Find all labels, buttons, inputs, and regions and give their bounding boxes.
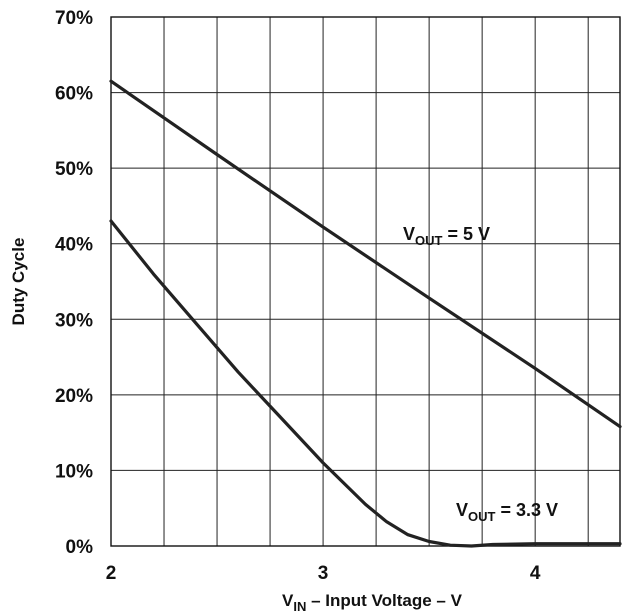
y-tick-label: 10% (55, 461, 93, 482)
series-line-0 (109, 79, 622, 429)
y-tick-label: 20% (55, 386, 93, 407)
series-label-vout-5v: VOUT = 5 V (403, 224, 490, 248)
series-label-sub: OUT (415, 233, 443, 248)
x-axis-label-main: V (282, 591, 294, 610)
x-tick-label: 4 (530, 563, 541, 584)
y-tick-label: 30% (55, 310, 93, 331)
series-label-rest: = 3.3 V (495, 500, 558, 520)
plot-frame (110, 16, 621, 547)
y-tick-label: 0% (66, 537, 94, 558)
y-axis-label: Duty Cycle (9, 238, 28, 326)
y-tick-label: 60% (55, 84, 93, 105)
series-label-rest: = 5 V (442, 224, 490, 244)
y-tick-label: 70% (55, 8, 93, 29)
x-tick-labels: 2 3 4 (106, 563, 541, 584)
grid (111, 17, 620, 546)
series-label-main: V (403, 224, 415, 244)
y-tick-labels: 0% 10% 20% 30% 40% 50% 60% 70% (55, 8, 93, 558)
x-tick-label: 3 (318, 563, 329, 584)
x-axis-label-sub: IN (293, 599, 306, 613)
series-label-main: V (456, 500, 468, 520)
x-axis-label-rest: – Input Voltage – V (306, 591, 462, 610)
series-label-sub: OUT (468, 509, 496, 524)
x-axis-label: VIN – Input Voltage – V (282, 591, 463, 613)
series-layer (109, 79, 622, 548)
series-line-1 (109, 219, 622, 548)
y-tick-label: 40% (55, 235, 93, 256)
y-tick-label: 50% (55, 159, 93, 180)
series-label-vout-3v3: VOUT = 3.3 V (456, 500, 558, 524)
x-tick-label: 2 (106, 563, 117, 584)
